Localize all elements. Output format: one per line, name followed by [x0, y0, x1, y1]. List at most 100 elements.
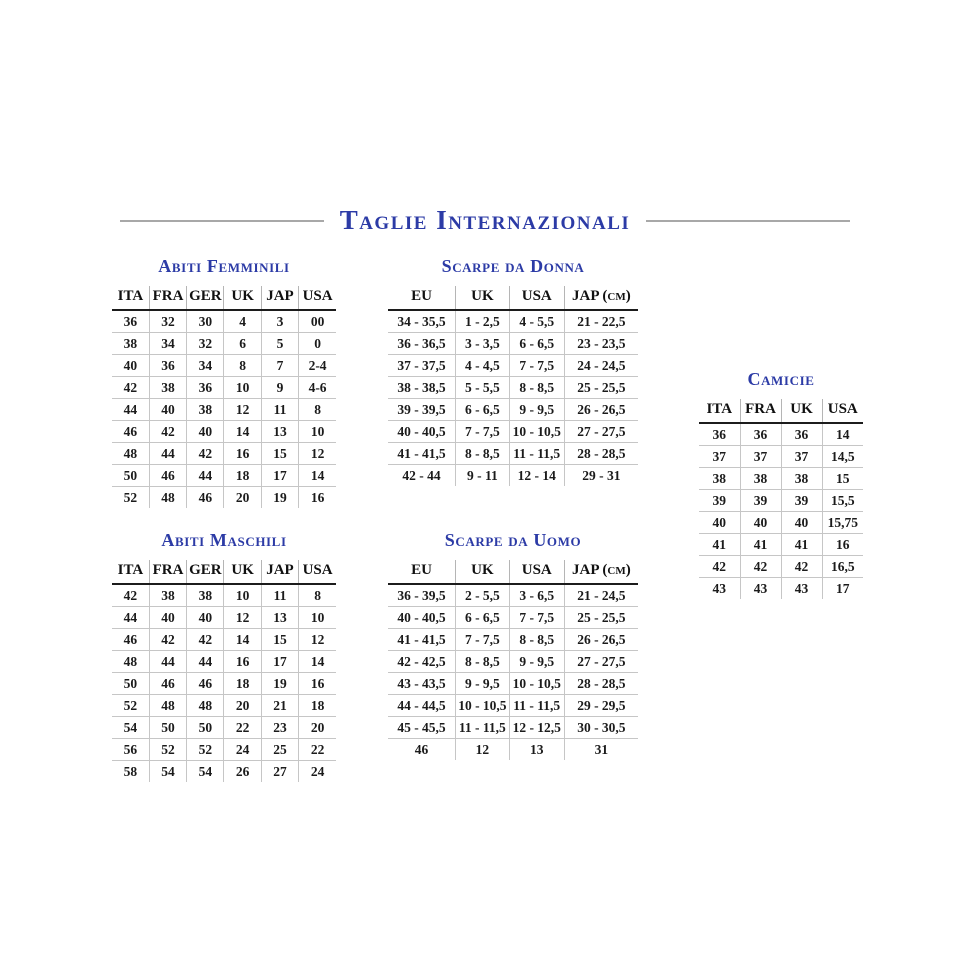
table-cell: 9 - 9,5 — [508, 650, 565, 673]
table-cell: 11 - 11,5 — [455, 716, 510, 739]
table-cell: 9 - 9,5 — [455, 672, 510, 695]
column-header: USA — [508, 560, 565, 585]
left-column: Abiti Femminili ITA FRA GER UK JAP USA 36 32 30 4… — [112, 256, 336, 782]
table-cell: 48 — [112, 442, 150, 465]
table-cell: 50 — [186, 716, 224, 739]
table-cell: 42 — [780, 555, 822, 578]
middle-column: Scarpe da Donna EU UK USA JAP (cm) 34 - 35,5… — [388, 256, 638, 760]
table-cell: 32 — [148, 310, 187, 333]
table-cell: 15 — [260, 628, 299, 651]
table-cell: 20 — [298, 716, 336, 739]
table-cell: 58 — [112, 760, 150, 782]
column-header: FRA — [739, 399, 781, 424]
table-cell: 38 — [148, 584, 187, 607]
table-cell: 7 — [260, 354, 299, 377]
table-cell: 11 — [260, 584, 299, 607]
table-cell: 16,5 — [821, 555, 863, 578]
table-row: 36 36 36 14 — [699, 423, 863, 446]
table-cell: 11 — [260, 398, 299, 421]
table-cell: 16 — [298, 672, 336, 695]
scarpe-da-uomo-table: EU UK USA JAP (cm) 36 - 39,5 2 - 5,5 3 - 6,5 21… — [388, 560, 638, 760]
table-cell: 3 - 3,5 — [455, 332, 510, 355]
scarpe-da-donna-title: Scarpe da Donna — [441, 256, 585, 276]
table-cell: 16 — [223, 650, 262, 673]
section-scarpe-da-donna: Scarpe da Donna EU UK USA JAP (cm) 34 - 35,5… — [388, 256, 638, 486]
table-row: 40 36 34 8 7 2-4 — [112, 354, 336, 377]
table-cell: 22 — [298, 738, 336, 761]
table-cell: 38 — [148, 376, 187, 399]
table-cell: 21 - 22,5 — [563, 310, 638, 333]
table-cell: 6 - 6,5 — [455, 398, 510, 421]
table-cell: 34 — [148, 332, 187, 355]
table-cell: 54 — [112, 716, 150, 739]
column-header: FRA — [148, 286, 187, 311]
camicie-table: ITA FRA UK USA 36 36 36 14 37 37 37 14,5 38 38 38 15 39 3… — [699, 399, 863, 599]
table-cell: 6 - 6,5 — [455, 606, 510, 629]
table-row: 54 50 50 22 23 20 — [112, 716, 336, 739]
table-cell: 40 - 40,5 — [388, 606, 456, 629]
column-header: ITA — [112, 560, 150, 585]
table-cell: 40 — [148, 398, 187, 421]
table-row: 46 12 13 31 — [388, 738, 638, 760]
column-header: EU — [388, 560, 456, 585]
page-header: Taglie Internazionali — [120, 205, 850, 236]
table-row: 42 38 38 10 11 8 — [112, 584, 336, 607]
table-cell: 36 - 39,5 — [397, 588, 446, 603]
table-cell: 44 — [148, 650, 187, 673]
column-header: USA — [821, 399, 863, 424]
table-cell: 34 — [186, 354, 224, 377]
table-cell: 23 - 23,5 — [563, 332, 638, 355]
table-cell: 41 — [699, 533, 740, 556]
column-header: GER — [186, 286, 224, 311]
table-cell: 52 — [148, 738, 187, 761]
table-cell: 3 - 6,5 — [508, 584, 565, 607]
table-row: 37 - 37,5 4 - 4,5 7 - 7,5 24 - 24,5 — [388, 354, 638, 377]
table-cell: 36 — [739, 423, 781, 446]
table-row: 48 44 44 16 17 14 — [112, 650, 336, 673]
table-cell: 17 — [260, 464, 299, 487]
table-cell: 24 — [298, 760, 336, 782]
page-title: Taglie Internazionali — [339, 205, 631, 235]
table-row: 36 - 39,5 2 - 5,5 3 - 6,5 21 - 24,5 — [388, 584, 638, 607]
table-cell: 5 — [260, 332, 299, 355]
table-cell: 18 — [223, 464, 262, 487]
table-cell: 42 — [148, 420, 187, 443]
table-row: 40 - 40,5 7 - 7,5 10 - 10,5 27 - 27,5 — [388, 420, 638, 443]
table-cell: 14 — [298, 650, 336, 673]
table-cell: 46 — [186, 486, 224, 508]
table-cell: 4 — [223, 310, 262, 333]
table-cell: 16 — [821, 533, 863, 556]
table-cell: 46 — [388, 738, 456, 760]
table-cell: 16 — [223, 442, 262, 465]
table-cell: 37 — [699, 445, 740, 468]
section-abiti-maschili: Abiti Maschili ITA FRA GER UK JAP USA 42 38 38 10… — [112, 530, 336, 782]
column-header: USA — [298, 286, 336, 311]
table-row: 58 54 54 26 27 24 — [112, 760, 336, 782]
table-row: 40 - 40,5 6 - 6,5 7 - 7,5 25 - 25,5 — [388, 606, 638, 629]
table-cell: 0 — [298, 332, 336, 355]
table-cell: 00 — [298, 310, 336, 333]
table-row: 40 40 40 15,75 — [699, 511, 863, 534]
table-cell: 46 — [148, 672, 187, 695]
table-cell: 24 — [223, 738, 262, 761]
table-cell: 12 — [455, 738, 510, 760]
table-cell: 36 — [148, 354, 187, 377]
column-header: UK — [455, 560, 510, 585]
table-cell: 7 - 7,5 — [455, 420, 510, 443]
table-row: 42 - 42,5 8 - 8,5 9 - 9,5 27 - 27,5 — [388, 650, 638, 673]
table-cell: 40 — [186, 420, 224, 443]
table-cell: 21 — [260, 694, 299, 717]
table-cell: 15,75 — [821, 511, 863, 534]
table-cell: 44 - 44,5 — [388, 694, 456, 717]
header-row: ITA FRA GER UK JAP USA — [112, 560, 336, 585]
table-cell: 14 — [223, 420, 262, 443]
table-cell: 40 - 40,5 — [388, 420, 456, 443]
table-cell: 44 — [112, 606, 150, 629]
table-cell: 28 - 28,5 — [563, 442, 638, 465]
header-row: EU UK USA JAP (cm) — [388, 560, 638, 585]
table-cell: 29 - 31 — [563, 464, 638, 486]
table-cell: 40 — [186, 606, 224, 629]
table-cell: 4-6 — [298, 376, 336, 399]
table-cell: 19 — [260, 486, 299, 508]
table-cell: 45 - 45,5 — [388, 716, 456, 739]
